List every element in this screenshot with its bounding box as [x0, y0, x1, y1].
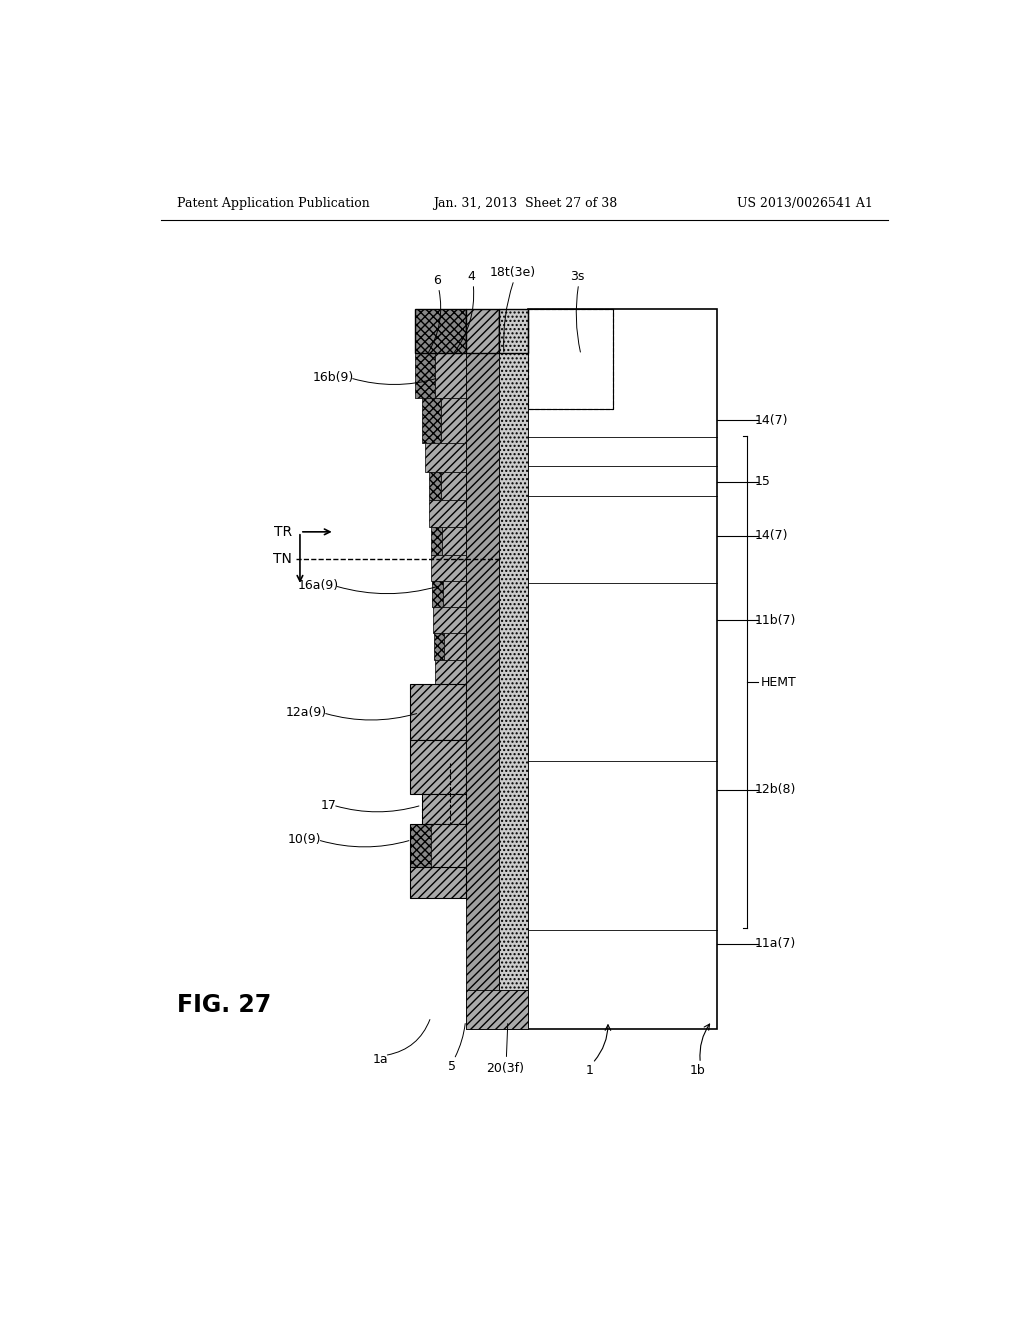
Text: TN: TN	[273, 552, 292, 566]
Bar	[443, 581, 466, 607]
Bar	[435, 354, 466, 397]
Bar	[466, 990, 528, 1028]
Bar	[441, 397, 466, 442]
Bar	[431, 554, 466, 581]
Bar	[416, 354, 435, 397]
Text: 14(7): 14(7)	[755, 529, 787, 543]
Bar	[435, 660, 466, 684]
Bar	[432, 581, 443, 607]
Text: HEMT: HEMT	[761, 676, 797, 689]
Bar	[442, 527, 466, 554]
Text: 17: 17	[322, 799, 337, 812]
Bar	[444, 634, 466, 660]
Text: TR: TR	[274, 525, 292, 539]
Bar	[433, 607, 466, 634]
Bar	[434, 634, 444, 660]
Text: 12b(8): 12b(8)	[755, 783, 796, 796]
Text: 18t(3e): 18t(3e)	[489, 265, 536, 279]
Bar	[499, 351, 528, 1028]
Text: 4: 4	[468, 269, 475, 282]
Text: 6: 6	[433, 273, 441, 286]
Text: 10(9): 10(9)	[288, 833, 322, 846]
Text: 16b(9): 16b(9)	[312, 371, 354, 384]
Bar	[528, 309, 717, 1028]
Bar	[499, 990, 528, 1028]
Bar	[528, 309, 612, 409]
Text: 15: 15	[755, 475, 770, 488]
Bar	[410, 684, 466, 739]
Bar	[466, 351, 499, 1028]
Bar	[410, 867, 466, 898]
Text: FIG. 27: FIG. 27	[177, 994, 271, 1018]
Text: Jan. 31, 2013  Sheet 27 of 38: Jan. 31, 2013 Sheet 27 of 38	[433, 197, 616, 210]
Bar	[416, 309, 466, 354]
Bar	[466, 309, 499, 354]
Bar	[431, 527, 442, 554]
Bar	[528, 309, 612, 409]
Bar	[422, 793, 466, 825]
Bar	[441, 471, 466, 499]
Text: 5: 5	[449, 1060, 457, 1073]
Bar	[422, 793, 466, 825]
Bar	[431, 825, 466, 867]
Text: 3s: 3s	[570, 269, 585, 282]
Bar	[422, 397, 441, 442]
Bar	[425, 442, 466, 471]
Text: 14(7): 14(7)	[755, 413, 787, 426]
Text: 1b: 1b	[689, 1064, 706, 1077]
Text: 11a(7): 11a(7)	[755, 937, 796, 950]
Bar	[499, 309, 528, 354]
Text: 16a(9): 16a(9)	[297, 579, 339, 593]
Text: 12a(9): 12a(9)	[286, 706, 327, 719]
Text: 11b(7): 11b(7)	[755, 614, 796, 627]
Text: 1: 1	[586, 1064, 594, 1077]
Bar	[410, 825, 466, 867]
Text: 20(3f): 20(3f)	[485, 1063, 524, 1074]
Text: 1a: 1a	[373, 1053, 389, 1065]
Bar	[410, 739, 466, 793]
Bar	[429, 499, 466, 527]
Bar	[429, 471, 441, 499]
Text: US 2013/0026541 A1: US 2013/0026541 A1	[737, 197, 872, 210]
Text: Patent Application Publication: Patent Application Publication	[177, 197, 370, 210]
